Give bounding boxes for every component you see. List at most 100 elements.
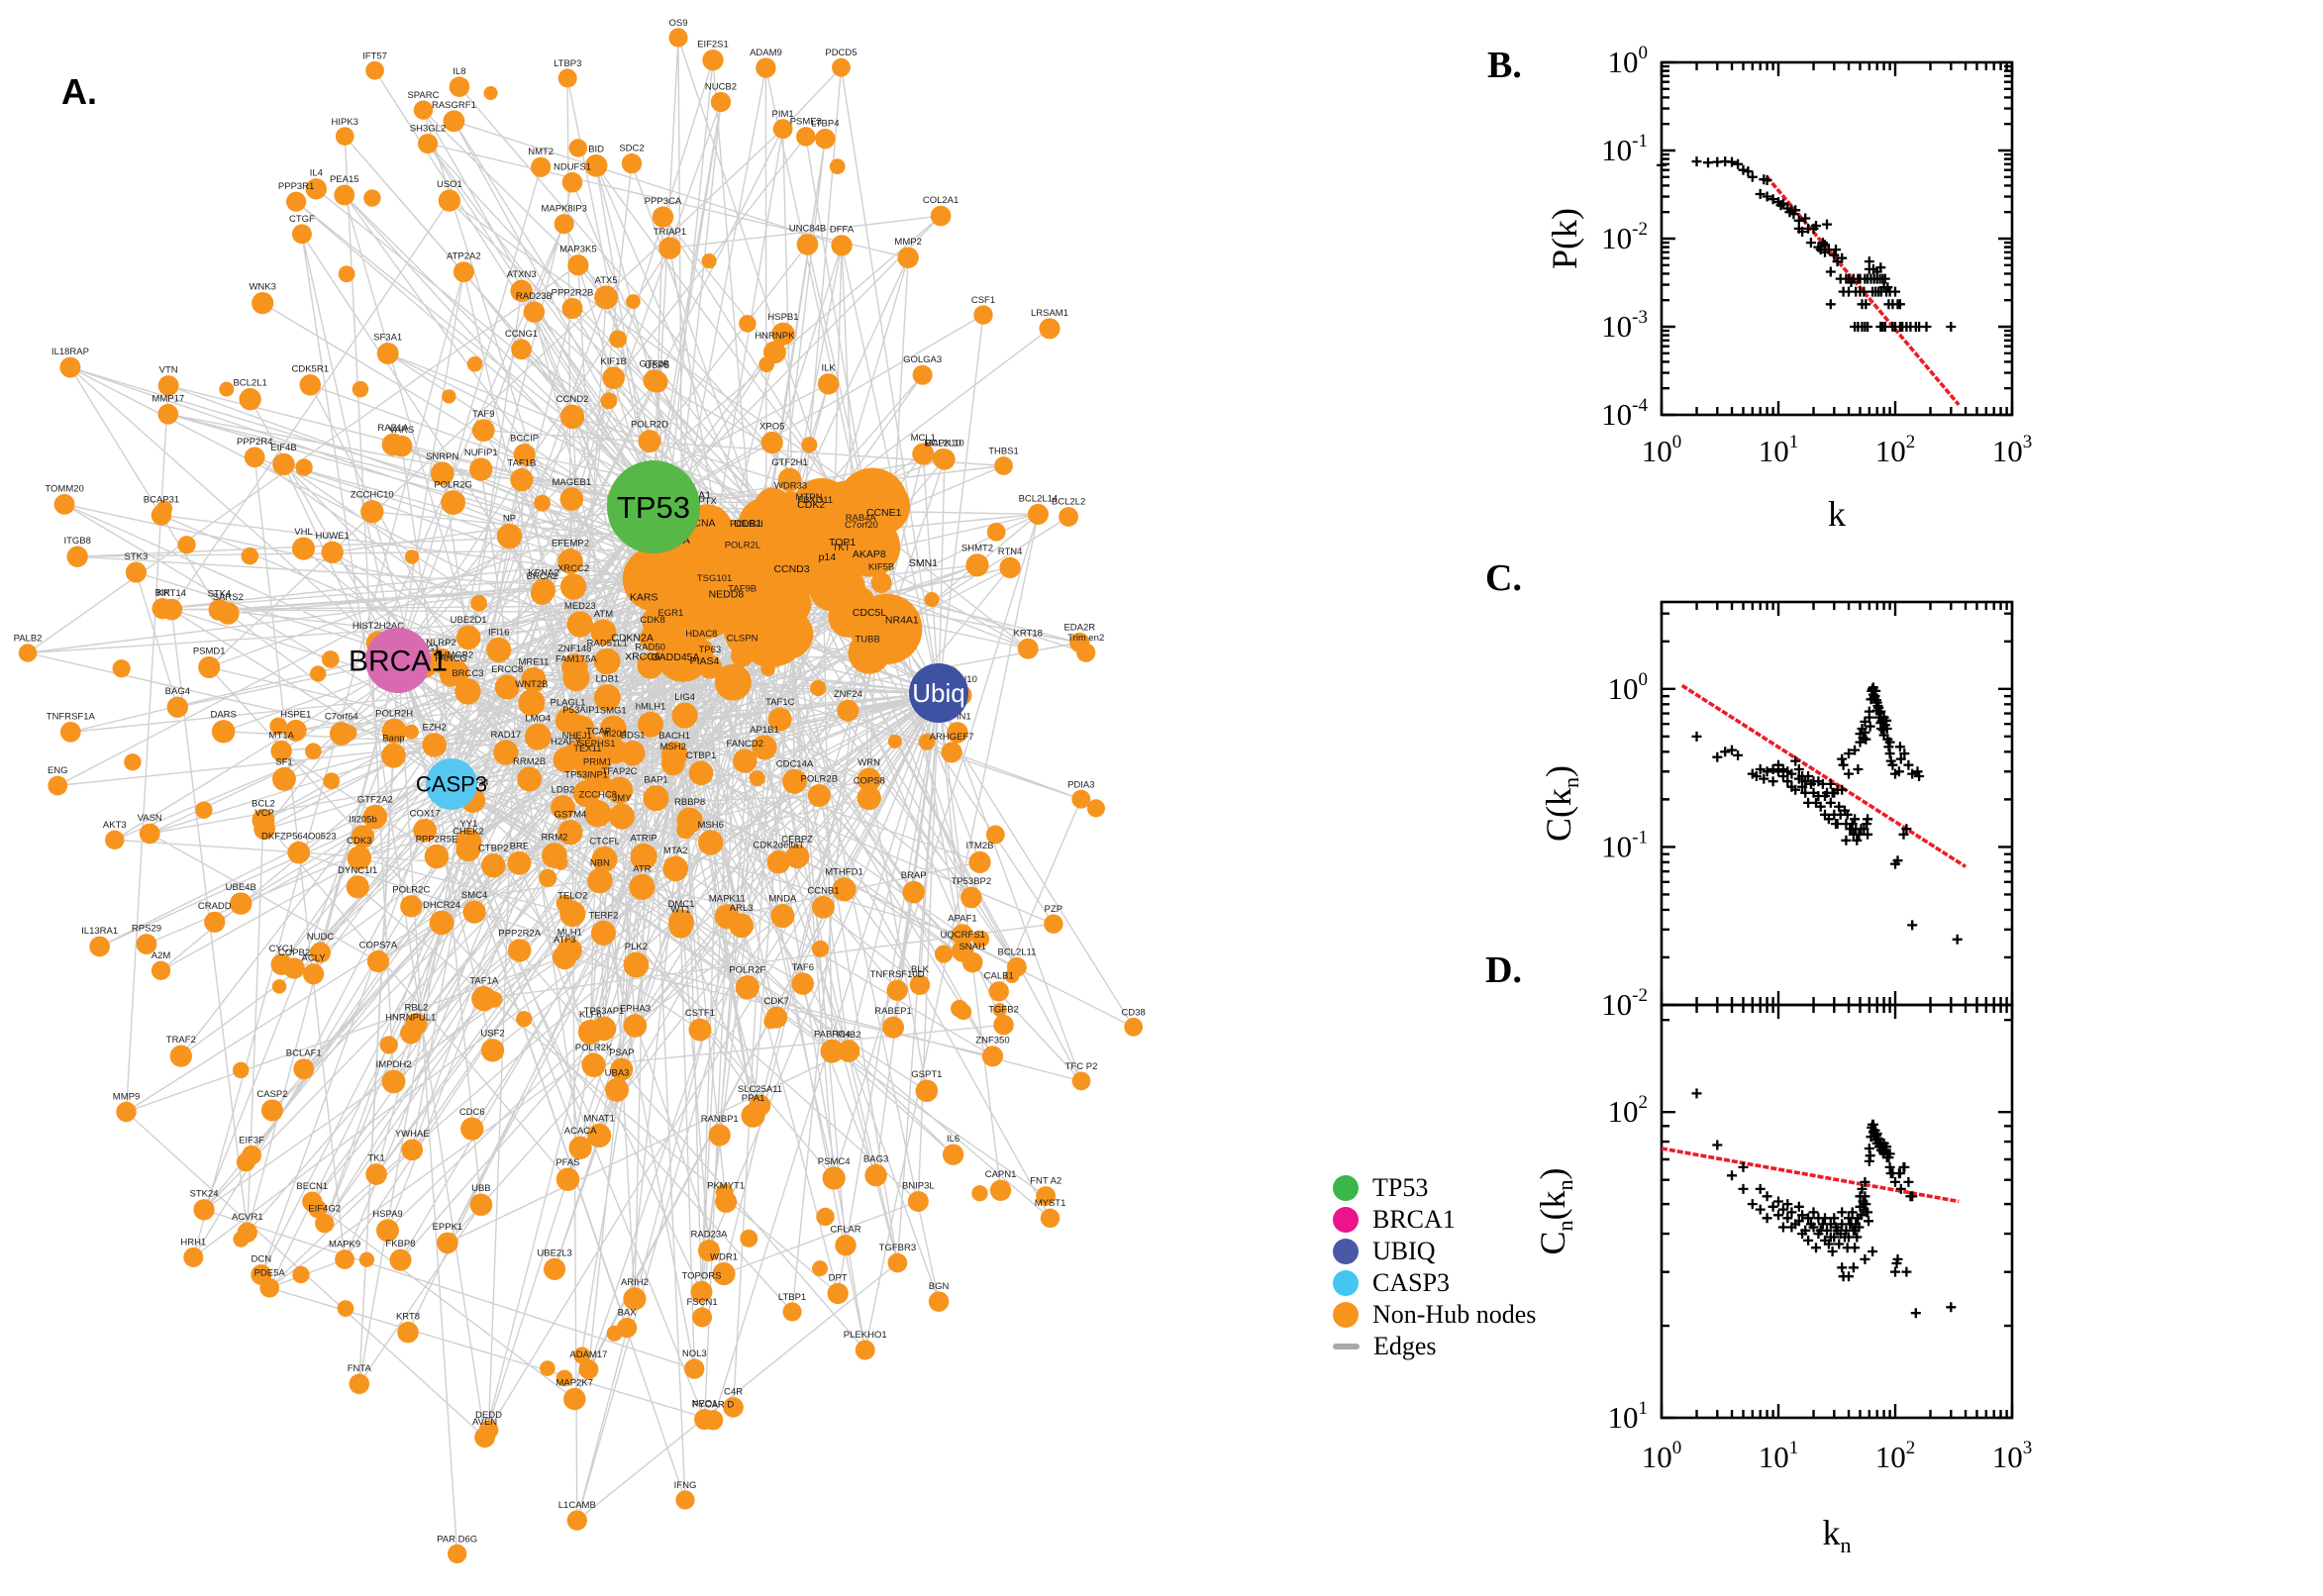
network-node[interactable]	[346, 875, 369, 899]
network-node[interactable]	[668, 28, 688, 48]
network-node[interactable]	[534, 494, 552, 512]
network-node[interactable]	[609, 330, 628, 349]
network-node[interactable]	[349, 1373, 370, 1395]
network-node[interactable]	[887, 1252, 908, 1273]
network-node[interactable]	[295, 458, 313, 476]
network-node[interactable]	[767, 707, 792, 732]
network-node[interactable]	[928, 1291, 950, 1312]
network-node[interactable]	[338, 265, 355, 283]
network-node[interactable]	[510, 467, 534, 492]
network-node[interactable]	[741, 1103, 765, 1128]
network-node[interactable]	[365, 60, 384, 80]
network-node[interactable]	[478, 1420, 499, 1441]
network-node[interactable]	[310, 665, 327, 682]
network-node[interactable]	[438, 189, 461, 212]
network-node[interactable]	[723, 1397, 744, 1418]
network-node[interactable]	[606, 1325, 623, 1342]
network-node[interactable]	[1059, 507, 1078, 527]
network-node[interactable]	[730, 549, 756, 575]
network-node[interactable]	[730, 644, 755, 667]
network-node[interactable]	[837, 699, 859, 722]
network-node[interactable]	[587, 867, 613, 894]
network-node[interactable]	[183, 1247, 204, 1267]
network-node[interactable]	[729, 913, 754, 939]
network-node[interactable]	[610, 1057, 634, 1081]
network-node[interactable]	[358, 1251, 375, 1267]
network-node[interactable]	[540, 1360, 556, 1376]
network-node[interactable]	[688, 1018, 712, 1042]
network-node[interactable]	[553, 747, 579, 773]
network-node[interactable]	[486, 637, 512, 663]
network-node[interactable]	[924, 591, 940, 608]
network-node[interactable]	[930, 205, 952, 227]
network-node[interactable]	[831, 235, 853, 256]
network-node[interactable]	[658, 237, 681, 259]
network-node[interactable]	[887, 734, 902, 748]
network-node[interactable]	[551, 795, 575, 820]
network-node[interactable]	[918, 734, 936, 750]
network-node[interactable]	[291, 224, 312, 245]
network-node[interactable]	[817, 373, 840, 395]
network-node[interactable]	[125, 561, 147, 583]
network-node[interactable]	[643, 785, 669, 812]
network-node[interactable]	[1036, 1186, 1057, 1206]
network-node[interactable]	[710, 91, 732, 113]
network-node[interactable]	[198, 655, 221, 679]
network-node[interactable]	[105, 830, 125, 850]
network-node[interactable]	[758, 356, 774, 372]
network-node[interactable]	[989, 1179, 1012, 1201]
network-node[interactable]	[381, 743, 406, 768]
network-node[interactable]	[556, 1369, 573, 1387]
network-node[interactable]	[986, 522, 1006, 542]
network-node[interactable]	[292, 1265, 310, 1284]
network-node[interactable]	[366, 949, 390, 973]
network-node[interactable]	[309, 942, 332, 963]
network-node[interactable]	[557, 549, 583, 574]
network-node[interactable]	[413, 100, 434, 120]
network-node[interactable]	[902, 880, 925, 904]
network-node[interactable]	[483, 86, 498, 101]
network-node[interactable]	[157, 403, 179, 425]
network-node[interactable]	[816, 1207, 835, 1227]
network-node[interactable]	[735, 975, 759, 1000]
network-node[interactable]	[177, 536, 196, 554]
network-node[interactable]	[460, 1117, 484, 1141]
network-node[interactable]	[524, 723, 552, 750]
network-node[interactable]	[335, 127, 354, 146]
network-node[interactable]	[381, 433, 405, 456]
network-node[interactable]	[708, 1124, 731, 1147]
network-node[interactable]	[554, 214, 574, 235]
network-node[interactable]	[269, 717, 288, 736]
network-node[interactable]	[730, 594, 756, 620]
network-node[interactable]	[811, 940, 830, 957]
network-node[interactable]	[481, 852, 506, 878]
network-blob-node[interactable]	[695, 598, 730, 633]
network-node[interactable]	[272, 452, 295, 476]
network-node[interactable]	[401, 1139, 424, 1161]
network-node[interactable]	[912, 364, 933, 385]
network-node[interactable]	[981, 1046, 1004, 1067]
network-node[interactable]	[961, 951, 983, 973]
network-node[interactable]	[752, 735, 777, 760]
network-node[interactable]	[430, 461, 454, 486]
network-node[interactable]	[284, 719, 307, 742]
network-node[interactable]	[337, 1300, 354, 1317]
network-node[interactable]	[513, 444, 536, 466]
network-node[interactable]	[971, 1185, 988, 1202]
network-node[interactable]	[971, 930, 990, 948]
network-node[interactable]	[965, 553, 989, 577]
network-node[interactable]	[864, 1163, 887, 1187]
network-node[interactable]	[453, 261, 474, 283]
network-node[interactable]	[469, 1193, 493, 1217]
network-node[interactable]	[561, 297, 583, 320]
network-node[interactable]	[772, 119, 793, 140]
network-node[interactable]	[553, 945, 577, 970]
network-node[interactable]	[556, 1167, 580, 1192]
network-node[interactable]	[1071, 789, 1091, 809]
network-node[interactable]	[668, 909, 694, 936]
network-node[interactable]	[702, 50, 724, 71]
network-node[interactable]	[204, 911, 226, 933]
hub-node-TP53[interactable]	[607, 460, 700, 553]
network-node[interactable]	[810, 679, 827, 697]
network-node[interactable]	[621, 152, 643, 174]
